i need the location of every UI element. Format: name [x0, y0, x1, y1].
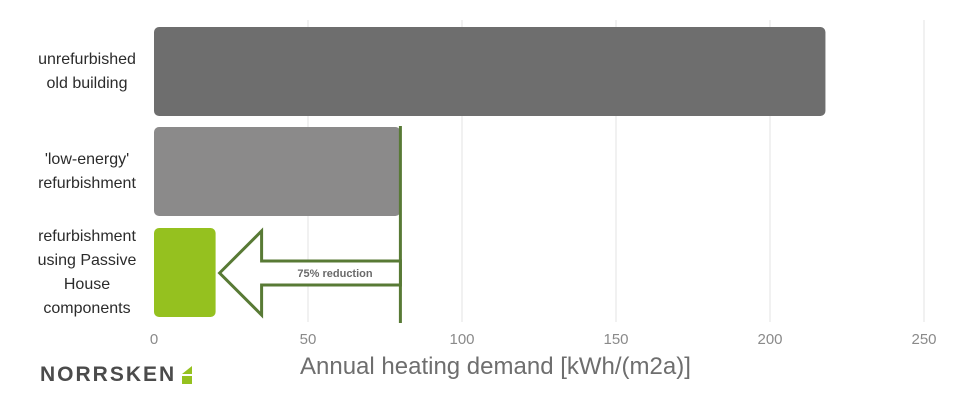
bar [154, 127, 401, 216]
category-label-line: refurbishment [38, 174, 136, 192]
reduction-annotation: 75% reduction [217, 126, 402, 323]
x-axis-ticks: 0 50 100 150 200 250 [150, 331, 937, 348]
category-label: refurbishment using Passive House component… [17, 225, 157, 321]
x-tick-label: 200 [757, 331, 782, 348]
x-axis-title: Annual heating demand [kWh/(m2a)] [300, 353, 691, 380]
annotation-text: 75% reduction [297, 268, 372, 280]
category-label-line: unrefurbished [38, 50, 136, 68]
category-label: 'low-energy' refurbishment [17, 148, 157, 196]
x-tick-label: 50 [300, 331, 317, 348]
reduction-arrow [217, 227, 402, 319]
category-label-line: using Passive [37, 251, 137, 269]
bar [154, 228, 216, 317]
bars [154, 27, 826, 317]
x-tick-label: 100 [449, 331, 474, 348]
category-label: unrefurbished old building [17, 48, 157, 96]
category-label-line: components [43, 299, 131, 317]
brand-mark-icon [182, 366, 193, 384]
category-label-line: refurbishment [38, 227, 136, 245]
brand-name: NORRSKEN [40, 363, 177, 386]
x-tick-label: 0 [150, 331, 158, 348]
category-label-line: 'low-energy' [44, 150, 130, 168]
bar [154, 27, 826, 116]
category-label-line: House [63, 275, 111, 293]
category-label-line: old building [46, 74, 128, 92]
x-tick-label: 150 [603, 331, 628, 348]
x-tick-label: 250 [911, 331, 936, 348]
brand-logo: NORRSKEN [40, 362, 193, 388]
